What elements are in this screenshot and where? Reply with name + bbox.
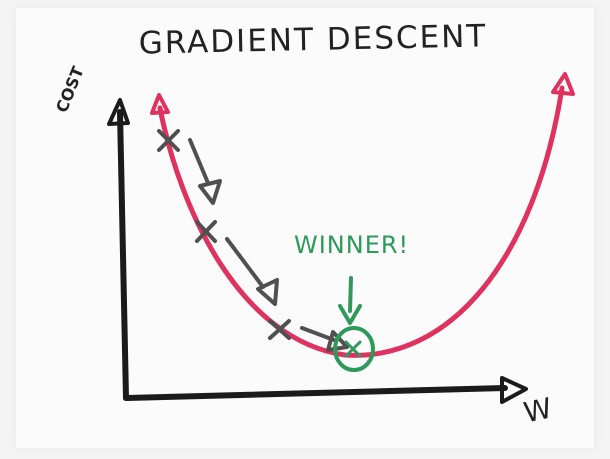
- winner-pointer-arrow: [348, 276, 353, 313]
- step-marker-3: [268, 319, 291, 340]
- axes: [107, 98, 528, 404]
- winner-label: WINNER!: [294, 231, 410, 259]
- step-arrows: [188, 138, 349, 352]
- step-marker-1: [157, 129, 180, 152]
- x-axis: [123, 385, 508, 401]
- minimum-marker: [333, 276, 375, 372]
- step-arrow-3: [300, 326, 349, 352]
- cost-curve: [150, 72, 575, 358]
- cost-curve-line: [157, 85, 565, 358]
- winner-pointer-arrowhead: [338, 304, 362, 325]
- right-curve-arrowhead: [551, 72, 575, 96]
- y-axis: [117, 109, 129, 401]
- minimum-circle: [333, 326, 375, 372]
- x-axis-arrowhead: [500, 376, 528, 404]
- y-axis-arrowhead: [107, 98, 130, 126]
- step-markers: [157, 129, 291, 340]
- step-arrow-2: [225, 237, 279, 306]
- step-arrow-1: [188, 138, 222, 205]
- left-curve-arrowhead: [150, 93, 170, 115]
- minimum-x-mark: [344, 340, 362, 358]
- step-marker-2: [195, 220, 217, 243]
